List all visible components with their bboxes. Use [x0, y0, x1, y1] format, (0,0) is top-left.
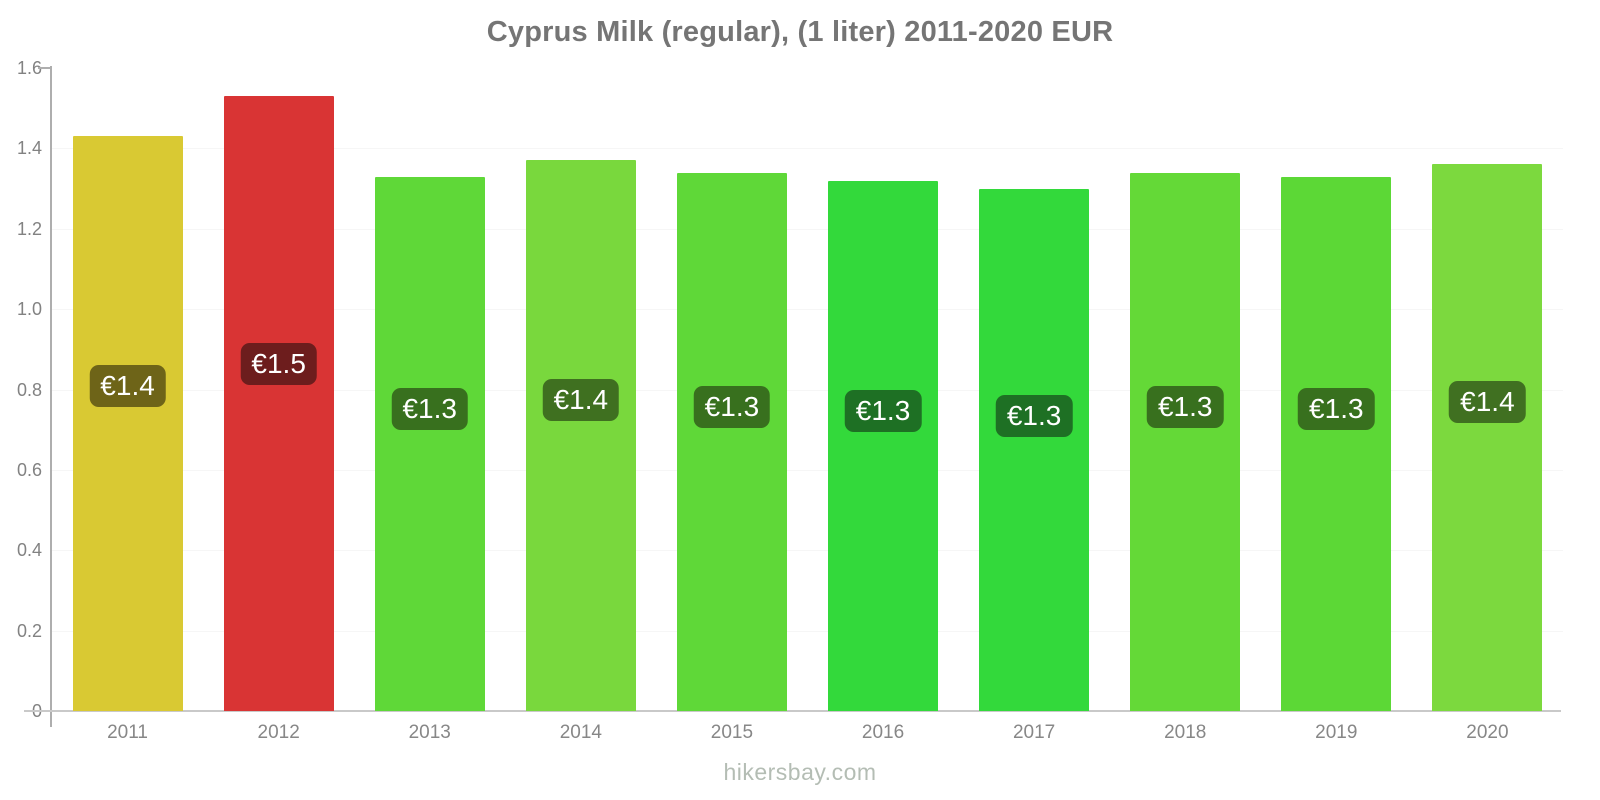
- bar-slot-2013: €1.3: [354, 68, 505, 711]
- x-tick-label-2020: 2020: [1466, 722, 1509, 743]
- bar-2017[interactable]: €1.3: [979, 188, 1090, 711]
- y-tick-label: 1.4: [16, 138, 42, 159]
- bar-2020[interactable]: €1.4: [1432, 164, 1543, 711]
- x-tick-label-2012: 2012: [257, 722, 300, 743]
- x-tick-label-2016: 2016: [861, 722, 905, 743]
- bars-area: €1.4 €1.5 €1.3 €1.4 €1.3 €1.3 €1.3 €1.3 €1.3 €1.4: [52, 68, 1563, 711]
- bar-value-badge: €1.4: [542, 378, 620, 421]
- y-tick-label: 0.8: [16, 379, 42, 400]
- bar-2019[interactable]: €1.3: [1281, 176, 1392, 711]
- bar-value-badge: €1.4: [89, 365, 166, 408]
- bar-slot-2020: €1.4: [1412, 68, 1563, 711]
- y-tick-label: 1.0: [16, 299, 42, 320]
- x-tick-label-2013: 2013: [408, 722, 451, 743]
- bar-slot-2016: €1.3: [807, 68, 958, 711]
- x-tick-label-2017: 2017: [1012, 722, 1056, 743]
- y-tick-label: 0.2: [16, 620, 42, 641]
- x-tick-label-2019: 2019: [1315, 722, 1358, 743]
- y-tick-label: 0.6: [16, 459, 42, 480]
- bar-2018[interactable]: €1.3: [1130, 172, 1241, 711]
- bar-value-badge: €1.3: [995, 394, 1073, 437]
- y-axis-top-tick: [38, 67, 51, 69]
- y-tick-label: 1.2: [16, 218, 42, 239]
- bar-slot-2018: €1.3: [1110, 68, 1261, 711]
- bar-slot-2012: €1.5: [203, 68, 354, 711]
- bar-slot-2015: €1.3: [656, 68, 807, 711]
- bar-2014[interactable]: €1.4: [525, 160, 636, 711]
- bar-2015[interactable]: €1.3: [676, 172, 787, 711]
- bar-slot-2017: €1.3: [959, 68, 1110, 711]
- bar-2016[interactable]: €1.3: [828, 180, 939, 711]
- x-tick-label-2014: 2014: [559, 722, 602, 743]
- y-tick-label: 1.6: [16, 58, 42, 78]
- x-axis-baseline: [24, 710, 1561, 712]
- x-tick-label-2011: 2011: [107, 722, 148, 743]
- bar-value-badge: €1.3: [391, 388, 468, 431]
- y-axis-line: [50, 66, 52, 727]
- bar-value-badge: €1.4: [1449, 381, 1526, 424]
- y-tick-label: 0.4: [16, 540, 42, 561]
- bar-value-badge: €1.3: [1298, 388, 1375, 431]
- bar-2011[interactable]: €1.4: [72, 136, 183, 711]
- bar-slot-2011: €1.4: [52, 68, 203, 711]
- bar-value-badge: €1.3: [844, 390, 922, 433]
- y-axis-tick-labels: 1.61.41.21.00.80.60.40.20: [0, 58, 42, 721]
- bar-slot-2014: €1.4: [505, 68, 656, 711]
- bar-2013[interactable]: €1.3: [374, 176, 485, 711]
- bar-value-badge: €1.5: [240, 342, 317, 385]
- bar-value-badge: €1.3: [693, 385, 771, 428]
- bar-slot-2019: €1.3: [1261, 68, 1412, 711]
- chart-title: Cyprus Milk (regular), (1 liter) 2011-20…: [486, 16, 1114, 48]
- bar-2012[interactable]: €1.5: [223, 96, 334, 711]
- x-tick-label-2015: 2015: [710, 722, 754, 743]
- x-tick-label-2018: 2018: [1164, 722, 1207, 743]
- bar-value-badge: €1.3: [1146, 385, 1224, 428]
- watermark-text: hikersbay.com: [723, 759, 877, 785]
- x-axis-tick-labels: 2011 2012 2013 2014 2015 2016 2017 2018 2019 2020: [52, 722, 1563, 744]
